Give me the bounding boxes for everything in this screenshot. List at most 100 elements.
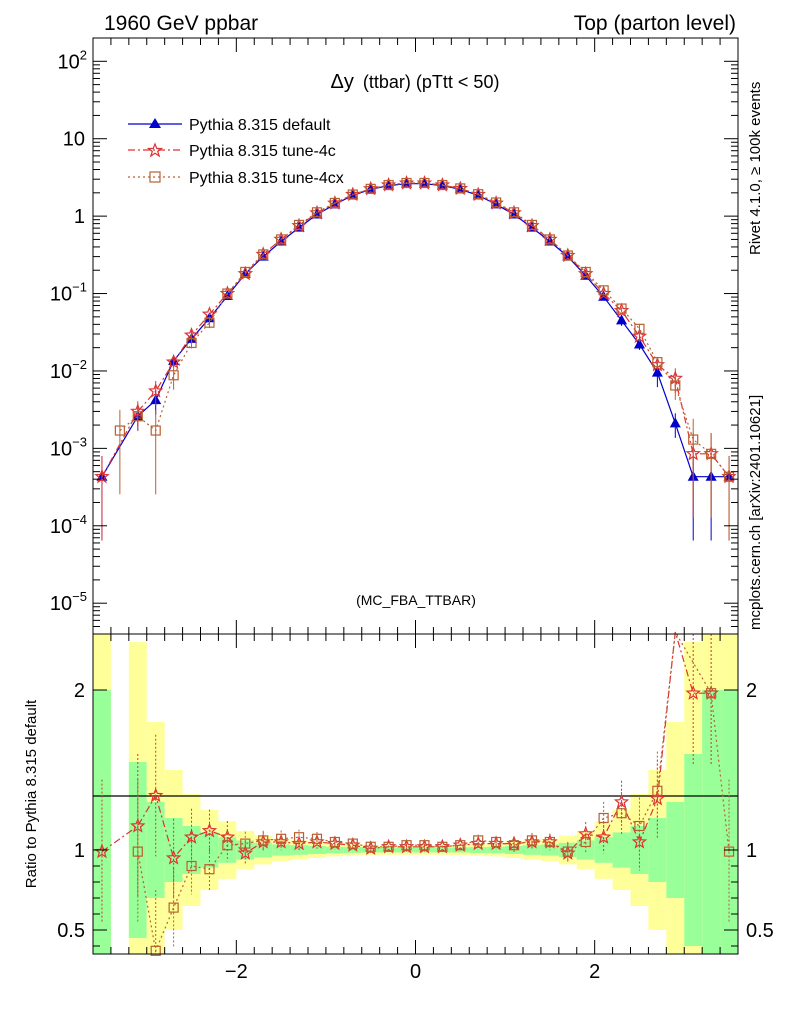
ratio-point — [419, 840, 430, 851]
ratio-point — [544, 836, 555, 848]
band-green — [666, 802, 685, 898]
legend-marker-default — [149, 118, 161, 128]
data-point — [491, 197, 502, 208]
y-tick-label: 1 — [74, 206, 85, 228]
ratio-point — [598, 812, 609, 824]
data-point — [688, 434, 699, 445]
series-line-1 — [101, 182, 730, 478]
ratio-point — [706, 688, 717, 699]
ratio-point — [204, 864, 215, 875]
ratio-y-tick-label-left: 0.5 — [57, 920, 85, 942]
data-point — [311, 207, 323, 218]
header-right: Top (parton level) — [574, 12, 736, 35]
ratio-y-tick-label-right: 0.5 — [746, 920, 774, 942]
band-green — [612, 832, 631, 868]
data-point — [723, 471, 735, 482]
data-point — [670, 380, 681, 391]
data-point — [631, 328, 648, 343]
plot-title-text: (ttbar) (pTtt < 50) — [363, 72, 500, 92]
y-tick-label-base: 10 — [50, 593, 72, 615]
data-point — [652, 357, 663, 368]
y-tick-label-base: 10 — [50, 361, 72, 383]
data-point — [508, 207, 520, 218]
data-point — [147, 382, 164, 398]
data-point — [526, 219, 538, 231]
data-point — [114, 425, 125, 436]
ratio-point — [455, 840, 466, 851]
data-point — [347, 189, 358, 200]
x-tick-label: −2 — [225, 961, 248, 983]
plot-title-symbol: Δy — [331, 71, 354, 93]
data-point — [132, 411, 143, 422]
ratio-point — [276, 833, 287, 844]
ratio-point — [634, 820, 645, 832]
band-green — [648, 818, 667, 882]
band-green — [146, 802, 165, 898]
data-point — [165, 353, 182, 369]
data-point — [634, 323, 645, 334]
ratio-point — [347, 838, 358, 849]
legend: Pythia 8.315 default Pythia 8.315 tune-4… — [128, 117, 344, 187]
band-green — [343, 847, 362, 853]
y-tick-label-base: 10 — [50, 438, 72, 460]
data-point — [201, 306, 218, 321]
y-tick-label-exp: −2 — [72, 357, 87, 372]
y-tick-label-exp: 2 — [80, 47, 87, 62]
ratio-plot-marks — [94, 630, 735, 956]
data-point — [706, 448, 717, 459]
data-point — [240, 266, 251, 278]
y-tick-label: 10−5 — [50, 589, 87, 615]
ratio-point — [401, 840, 412, 851]
mcplots-label: mcplots.cern.ch [arXiv:2401.10621] — [747, 395, 764, 630]
x-tick-label: 0 — [410, 961, 421, 983]
legend-label-tune4cx: Pythia 8.315 tune-4cx — [189, 170, 344, 187]
ratio-point — [293, 832, 305, 843]
ratio-point — [631, 833, 648, 849]
ratio-point — [526, 835, 538, 846]
band-green — [93, 690, 111, 954]
ratio-point — [616, 808, 627, 819]
y-tick-label-base: 10 — [50, 284, 72, 306]
y-tick-label: 102 — [58, 47, 87, 73]
ratio-point — [165, 849, 182, 865]
data-point — [293, 219, 305, 231]
data-point — [401, 177, 412, 189]
y-tick-label-base: 10 — [63, 129, 85, 151]
header-left: 1960 GeV ppbar — [104, 12, 258, 35]
ratio-point — [562, 846, 573, 857]
data-point — [616, 303, 627, 314]
ratio-y-tick-label-right: 1 — [746, 840, 757, 862]
data-point — [616, 314, 628, 325]
data-point — [168, 370, 179, 381]
ratio-point — [580, 836, 591, 848]
band-green — [469, 847, 488, 853]
data-point — [186, 337, 197, 349]
band-green — [702, 690, 721, 954]
ratio-point — [508, 840, 520, 851]
data-point — [329, 197, 340, 209]
data-point — [473, 189, 484, 200]
rivet-label: Rivet 4.1.0, ≥ 100k events — [747, 82, 764, 255]
ratio-ylabel: Ratio to Pythia 8.315 default — [23, 699, 40, 888]
ratio-point — [652, 785, 663, 796]
y-tick-label-exp: −4 — [72, 512, 87, 527]
ratio-point — [219, 829, 236, 844]
legend-marker-tune4cx — [149, 171, 161, 183]
ratio-point — [437, 841, 448, 852]
ratio-point — [222, 840, 233, 851]
ratio-axis-ticks: 0.5 0.5 1 1 2 2 −2 0 2 — [57, 634, 774, 983]
y-tick-label: 10 — [63, 129, 85, 151]
ratio-point — [168, 902, 179, 913]
legend-label-default: Pythia 8.315 default — [189, 117, 331, 134]
band-green — [325, 846, 344, 854]
ratio-point — [237, 845, 254, 860]
y-tick-label-exp: −5 — [72, 589, 87, 604]
legend-marker-tune4c — [146, 142, 164, 158]
ratio-point — [365, 841, 376, 852]
data-point — [651, 366, 663, 377]
y-tick-label-exp: −1 — [72, 280, 87, 295]
ratio-point — [132, 846, 143, 857]
plot-title: Δy (ttbar) (pTtt < 50) — [331, 71, 500, 93]
